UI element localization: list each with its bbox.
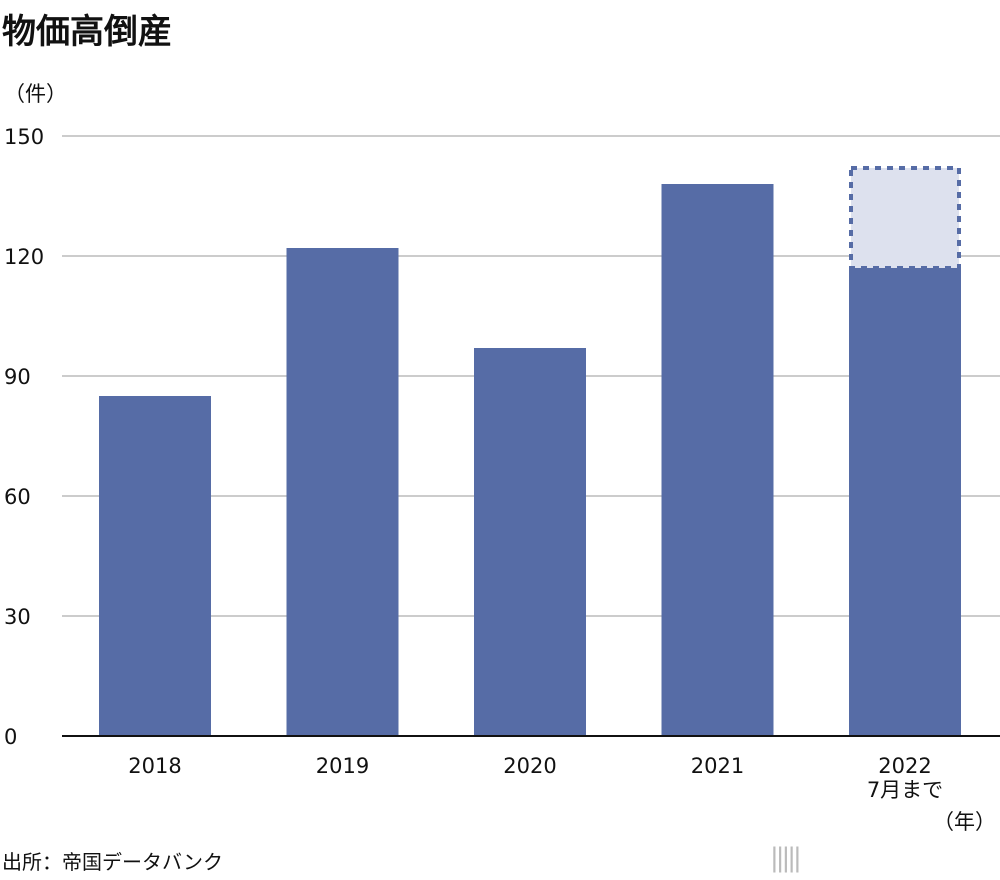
nippon-logo: ||||| nippon.com <box>770 838 1000 880</box>
x-axis-unit: （年） <box>933 810 996 834</box>
bar <box>286 248 399 736</box>
logo-suffix: com <box>922 878 998 880</box>
chart-title: 物価高倒産 <box>2 12 172 52</box>
y-tick-label: 60 <box>4 485 31 509</box>
logo-mark-icon: ||||| <box>770 843 802 873</box>
bar <box>99 396 211 736</box>
x-tick-label: 2021 <box>691 754 744 778</box>
y-tick-label: 120 <box>4 245 44 269</box>
y-tick-label: 0 <box>4 725 17 749</box>
x-tick-label: 2020 <box>503 754 556 778</box>
y-tick-label: 90 <box>4 365 31 389</box>
logo-brand: nippon <box>770 878 908 880</box>
y-axis-unit: （件） <box>4 82 67 106</box>
x-tick-label: 2022 <box>878 754 931 778</box>
x-tick-label: 2019 <box>316 754 369 778</box>
projection-bar <box>849 166 961 270</box>
bar <box>661 184 774 736</box>
x-tick-sublabel: 7月まで <box>867 778 943 802</box>
source-note: 出所：帝国データバンク <box>2 850 223 874</box>
logo-dot: . <box>908 878 922 880</box>
bar <box>474 348 586 736</box>
bar <box>849 268 961 736</box>
x-tick-label: 2018 <box>128 754 181 778</box>
y-tick-label: 30 <box>4 605 31 629</box>
y-tick-label: 150 <box>4 125 44 149</box>
